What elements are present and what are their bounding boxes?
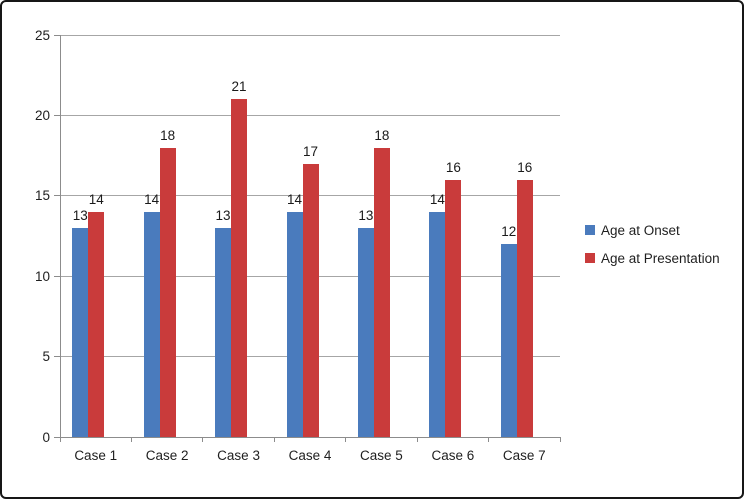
- legend-swatch-age-at-onset: [585, 225, 595, 235]
- x-axis-label: Case 3: [217, 448, 260, 463]
- x-axis-label: Case 6: [431, 448, 475, 463]
- y-tick-mark: [54, 195, 60, 197]
- y-axis-label: 10: [34, 268, 50, 284]
- y-axis-label: 0: [42, 429, 50, 445]
- data-label: 16: [517, 159, 533, 175]
- legend-item-age-at-onset: Age at Onset: [585, 222, 720, 238]
- x-axis-label: Case 1: [74, 448, 118, 463]
- y-tick-mark: [54, 114, 60, 116]
- bar-age-at-onset-case-6: [429, 211, 446, 437]
- bar-age-at-onset-case-4: [286, 211, 303, 437]
- y-axis-label: 5: [42, 349, 50, 365]
- data-label: 18: [160, 127, 176, 143]
- data-label: 21: [231, 79, 247, 95]
- x-axis-label: Case 2: [145, 448, 189, 463]
- bar-age-at-onset-case-3: [215, 227, 232, 437]
- legend-swatch-age-at-presentation: [585, 253, 595, 263]
- data-label: 14: [286, 191, 303, 207]
- x-tick-mark: [202, 437, 204, 442]
- y-axis-label: 15: [34, 188, 50, 204]
- x-tick-mark: [416, 437, 418, 442]
- gridline: [60, 34, 560, 36]
- data-label: 14: [88, 191, 104, 207]
- data-label: 13: [72, 207, 88, 223]
- x-tick-mark: [488, 437, 490, 442]
- y-axis-line: [59, 35, 61, 437]
- data-label: 14: [144, 191, 160, 207]
- x-axis-label: Case 5: [360, 448, 403, 463]
- x-axis-label: Case 7: [502, 448, 546, 463]
- y-tick-mark: [54, 34, 60, 36]
- y-tick-mark: [54, 436, 60, 438]
- data-label: 18: [374, 127, 390, 143]
- x-tick-mark: [345, 437, 347, 442]
- y-tick-mark: [54, 275, 60, 277]
- bar-age-at-presentation-case-4: [302, 163, 319, 437]
- y-tick-mark: [54, 356, 60, 358]
- y-axis-label: 20: [34, 107, 50, 123]
- x-axis-label: Case 4: [288, 448, 332, 463]
- bar-age-at-presentation-case-2: [159, 147, 176, 437]
- legend-item-age-at-presentation: Age at Presentation: [585, 250, 720, 266]
- y-axis-label: 25: [34, 27, 50, 43]
- x-tick-mark: [559, 437, 561, 442]
- bar-age-at-presentation-case-3: [231, 99, 248, 437]
- bar-age-at-onset-case-1: [72, 227, 89, 437]
- data-label: 13: [215, 207, 231, 223]
- bar-age-at-onset-case-5: [357, 227, 374, 437]
- bar-age-at-presentation-case-5: [373, 147, 390, 437]
- bar-age-at-presentation-case-6: [445, 179, 462, 437]
- data-label: 14: [429, 191, 445, 207]
- chart-legend: Age at Onset Age at Presentation: [585, 222, 720, 278]
- bar-age-at-presentation-case-7: [516, 179, 533, 437]
- data-label: 16: [445, 159, 461, 175]
- data-label: 17: [302, 143, 319, 159]
- data-label: 13: [358, 207, 374, 223]
- legend-label-age-at-presentation: Age at Presentation: [601, 250, 720, 266]
- gridline: [60, 114, 560, 116]
- x-axis-line: [60, 436, 560, 438]
- bar-age-at-onset-case-7: [500, 244, 517, 437]
- x-tick-mark: [130, 437, 132, 442]
- legend-label-age-at-onset: Age at Onset: [601, 222, 680, 238]
- bar-age-at-presentation-case-1: [88, 211, 105, 437]
- x-tick-mark: [59, 437, 61, 442]
- data-label: 12: [501, 224, 517, 240]
- bar-age-at-onset-case-2: [143, 211, 160, 437]
- x-tick-mark: [273, 437, 275, 442]
